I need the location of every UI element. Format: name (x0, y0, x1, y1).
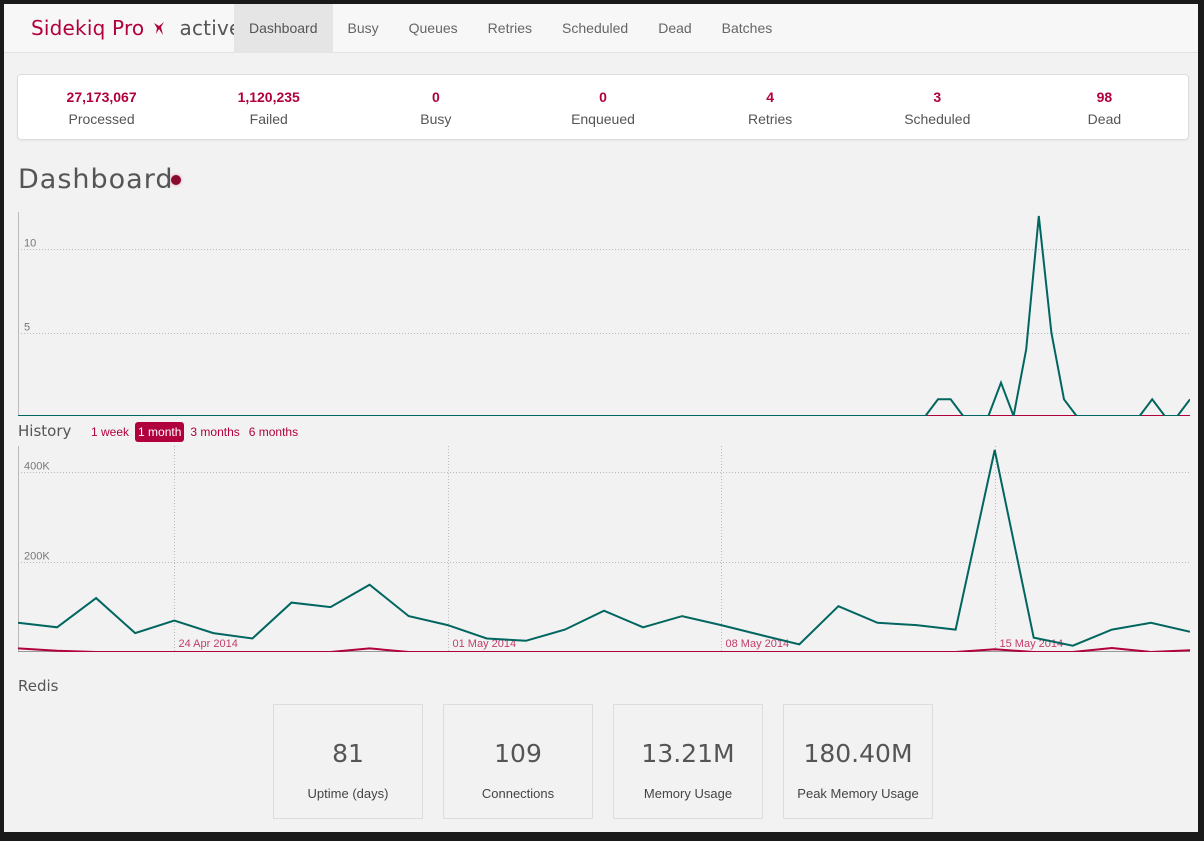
stat-processed[interactable]: 27,173,067 Processed (18, 75, 185, 139)
y-tick-label: 5 (24, 322, 30, 334)
x-tick-label: 08 May 2014 (726, 638, 790, 650)
nav-tabs: Dashboard Busy Queues Retries Scheduled … (234, 4, 787, 53)
tab-busy[interactable]: Busy (347, 20, 379, 36)
stat-retries[interactable]: 4 Retries (687, 75, 854, 139)
stat-dead-label: Dead (1087, 111, 1122, 127)
navbar: Sidekiq Pro active Dashboard Busy Queues… (4, 4, 1198, 53)
redis-uptime-box: 81 Uptime (days) (273, 704, 423, 819)
redis-uptime-label: Uptime (days) (307, 786, 389, 801)
stat-scheduled-label: Scheduled (904, 111, 971, 127)
tab-dead[interactable]: Dead (658, 20, 692, 36)
stat-failed-label: Failed (249, 111, 288, 127)
history-range-3-months[interactable]: 3 months (190, 425, 240, 439)
redis-memory-box: 13.21M Memory Usage (613, 704, 763, 819)
tab-batches[interactable]: Batches (721, 20, 773, 36)
y-tick-label: 200K (24, 551, 50, 563)
history-range-selector: 1 week 1 month 3 months 6 months (88, 422, 304, 442)
page-title: Dashboard (18, 164, 174, 195)
redis-peak-memory-box: 180.40M Peak Memory Usage (783, 704, 933, 819)
app-window: Sidekiq Pro active Dashboard Busy Queues… (4, 4, 1198, 832)
realtime-chart: 5 10 (18, 212, 1190, 416)
stat-busy[interactable]: 0 Busy (352, 75, 519, 139)
stat-scheduled[interactable]: 3 Scheduled (854, 75, 1021, 139)
history-label: History (18, 422, 72, 440)
stat-busy-value: 0 (431, 89, 440, 105)
stat-failed-value: 1,120,235 (237, 89, 300, 105)
summary-bar: 27,173,067 Processed 1,120,235 Failed 0 … (17, 74, 1189, 140)
stat-retries-label: Retries (747, 111, 793, 127)
stat-enqueued-value: 0 (599, 89, 607, 105)
brand-status: active (179, 16, 242, 40)
tab-scheduled[interactable]: Scheduled (562, 20, 629, 36)
x-tick-label: 24 Apr 2014 (179, 638, 238, 650)
y-tick-label: 10 (24, 238, 36, 250)
stat-dead-value: 98 (1096, 89, 1113, 105)
tab-retries[interactable]: Retries (487, 20, 533, 36)
redis-memory-value: 13.21M (641, 739, 735, 768)
brand[interactable]: Sidekiq Pro active (31, 16, 242, 40)
history-range-6-months[interactable]: 6 months (248, 425, 299, 439)
brand-name: Sidekiq Pro (31, 16, 145, 40)
tab-queues[interactable]: Queues (408, 20, 458, 36)
series-line-failed (18, 646, 1190, 652)
history-range-1-month[interactable]: 1 month (135, 422, 185, 442)
tab-dashboard[interactable]: Dashboard (234, 4, 333, 53)
redis-label: Redis (18, 677, 59, 695)
stat-scheduled-value: 3 (933, 89, 942, 105)
history-range-1-week[interactable]: 1 week (91, 425, 130, 439)
stat-retries-value: 4 (766, 89, 775, 105)
stat-busy-label: Busy (420, 111, 452, 127)
live-beacon-icon (171, 175, 181, 185)
redis-peak-memory-label: Peak Memory Usage (797, 786, 919, 801)
series-line-processed (18, 449, 1190, 647)
redis-uptime-value: 81 (332, 739, 364, 768)
x-tick-label: 15 May 2014 (1000, 638, 1064, 650)
stat-dead[interactable]: 98 Dead (1021, 75, 1188, 139)
stat-failed[interactable]: 1,120,235 Failed (185, 75, 352, 139)
redis-connections-box: 109 Connections (443, 704, 593, 819)
x-tick-label: 01 May 2014 (453, 638, 517, 650)
redis-connections-label: Connections (481, 786, 555, 801)
stat-processed-value: 27,173,067 (66, 89, 137, 105)
redis-connections-value: 109 (494, 739, 542, 768)
redis-memory-label: Memory Usage (643, 786, 733, 801)
stat-enqueued[interactable]: 0 Enqueued (519, 75, 686, 139)
redis-peak-memory-value: 180.40M (803, 739, 913, 768)
series-line-processed (18, 215, 1190, 416)
y-tick-label: 400K (24, 461, 50, 473)
stat-processed-label: Processed (68, 111, 135, 127)
stat-enqueued-label: Enqueued (571, 111, 635, 127)
history-chart: 200K 400K 24 Apr 2014 01 May 2014 08 May 201… (18, 446, 1190, 652)
ninja-logo-icon (153, 22, 164, 35)
redis-stats: 81 Uptime (days) 109 Connections 13.21M … (273, 704, 953, 819)
